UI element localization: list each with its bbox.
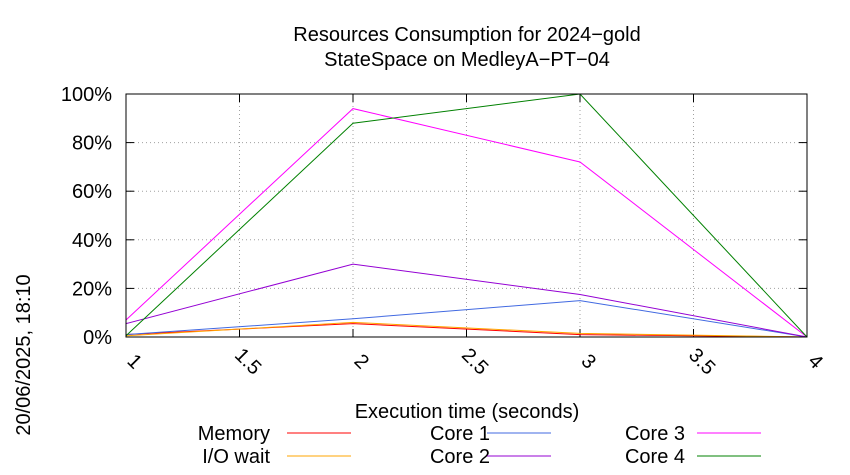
timestamp-label: 20/06/2025, 18:10 — [13, 274, 35, 435]
y-tick-label: 0% — [83, 327, 112, 349]
grid — [125, 93, 808, 338]
legend-label-core-4: Core 4 — [625, 446, 685, 468]
series-lines — [125, 93, 808, 338]
legend-label-memory: Memory — [198, 423, 270, 445]
series-line-core-4 — [125, 93, 808, 338]
series-line-i-o-wait — [125, 321, 808, 338]
legend-label-i-o-wait: I/O wait — [202, 446, 270, 468]
x-tick-label: 4 — [804, 350, 827, 373]
y-tick-label: 60% — [72, 181, 112, 203]
x-tick-label: 1.5 — [230, 344, 265, 379]
x-tick-label: 1 — [123, 350, 146, 373]
series-line-core-3 — [125, 108, 808, 338]
legend-label-core-1: Core 1 — [430, 423, 490, 445]
x-axis-label: Execution time (seconds) — [355, 401, 580, 423]
x-tick-label: 2.5 — [457, 344, 492, 379]
y-tick-label: 100% — [61, 84, 112, 106]
legend-label-core-3: Core 3 — [625, 423, 685, 445]
x-tick-label: 3 — [577, 350, 600, 373]
y-tick-labels: 0% 20% 40% 60% 80% 100% — [61, 84, 112, 349]
legend-label-core-2: Core 2 — [430, 446, 490, 468]
x-tick-label: 3.5 — [684, 344, 719, 379]
x-tick-label: 2 — [350, 350, 373, 373]
y-tick-label: 40% — [72, 230, 112, 252]
series-line-core-1 — [125, 300, 808, 338]
series-line-core-2 — [125, 263, 808, 338]
y-tick-label: 80% — [72, 133, 112, 155]
x-tick-labels: 1 1.5 2 2.5 3 3.5 4 — [123, 344, 827, 379]
plot-frame — [125, 93, 808, 338]
chart-title-line1: Resources Consumption for 2024−gold — [293, 24, 640, 46]
chart-title-line2: StateSpace on MedleyA−PT−04 — [324, 49, 610, 71]
y-tick-label: 20% — [72, 278, 112, 300]
